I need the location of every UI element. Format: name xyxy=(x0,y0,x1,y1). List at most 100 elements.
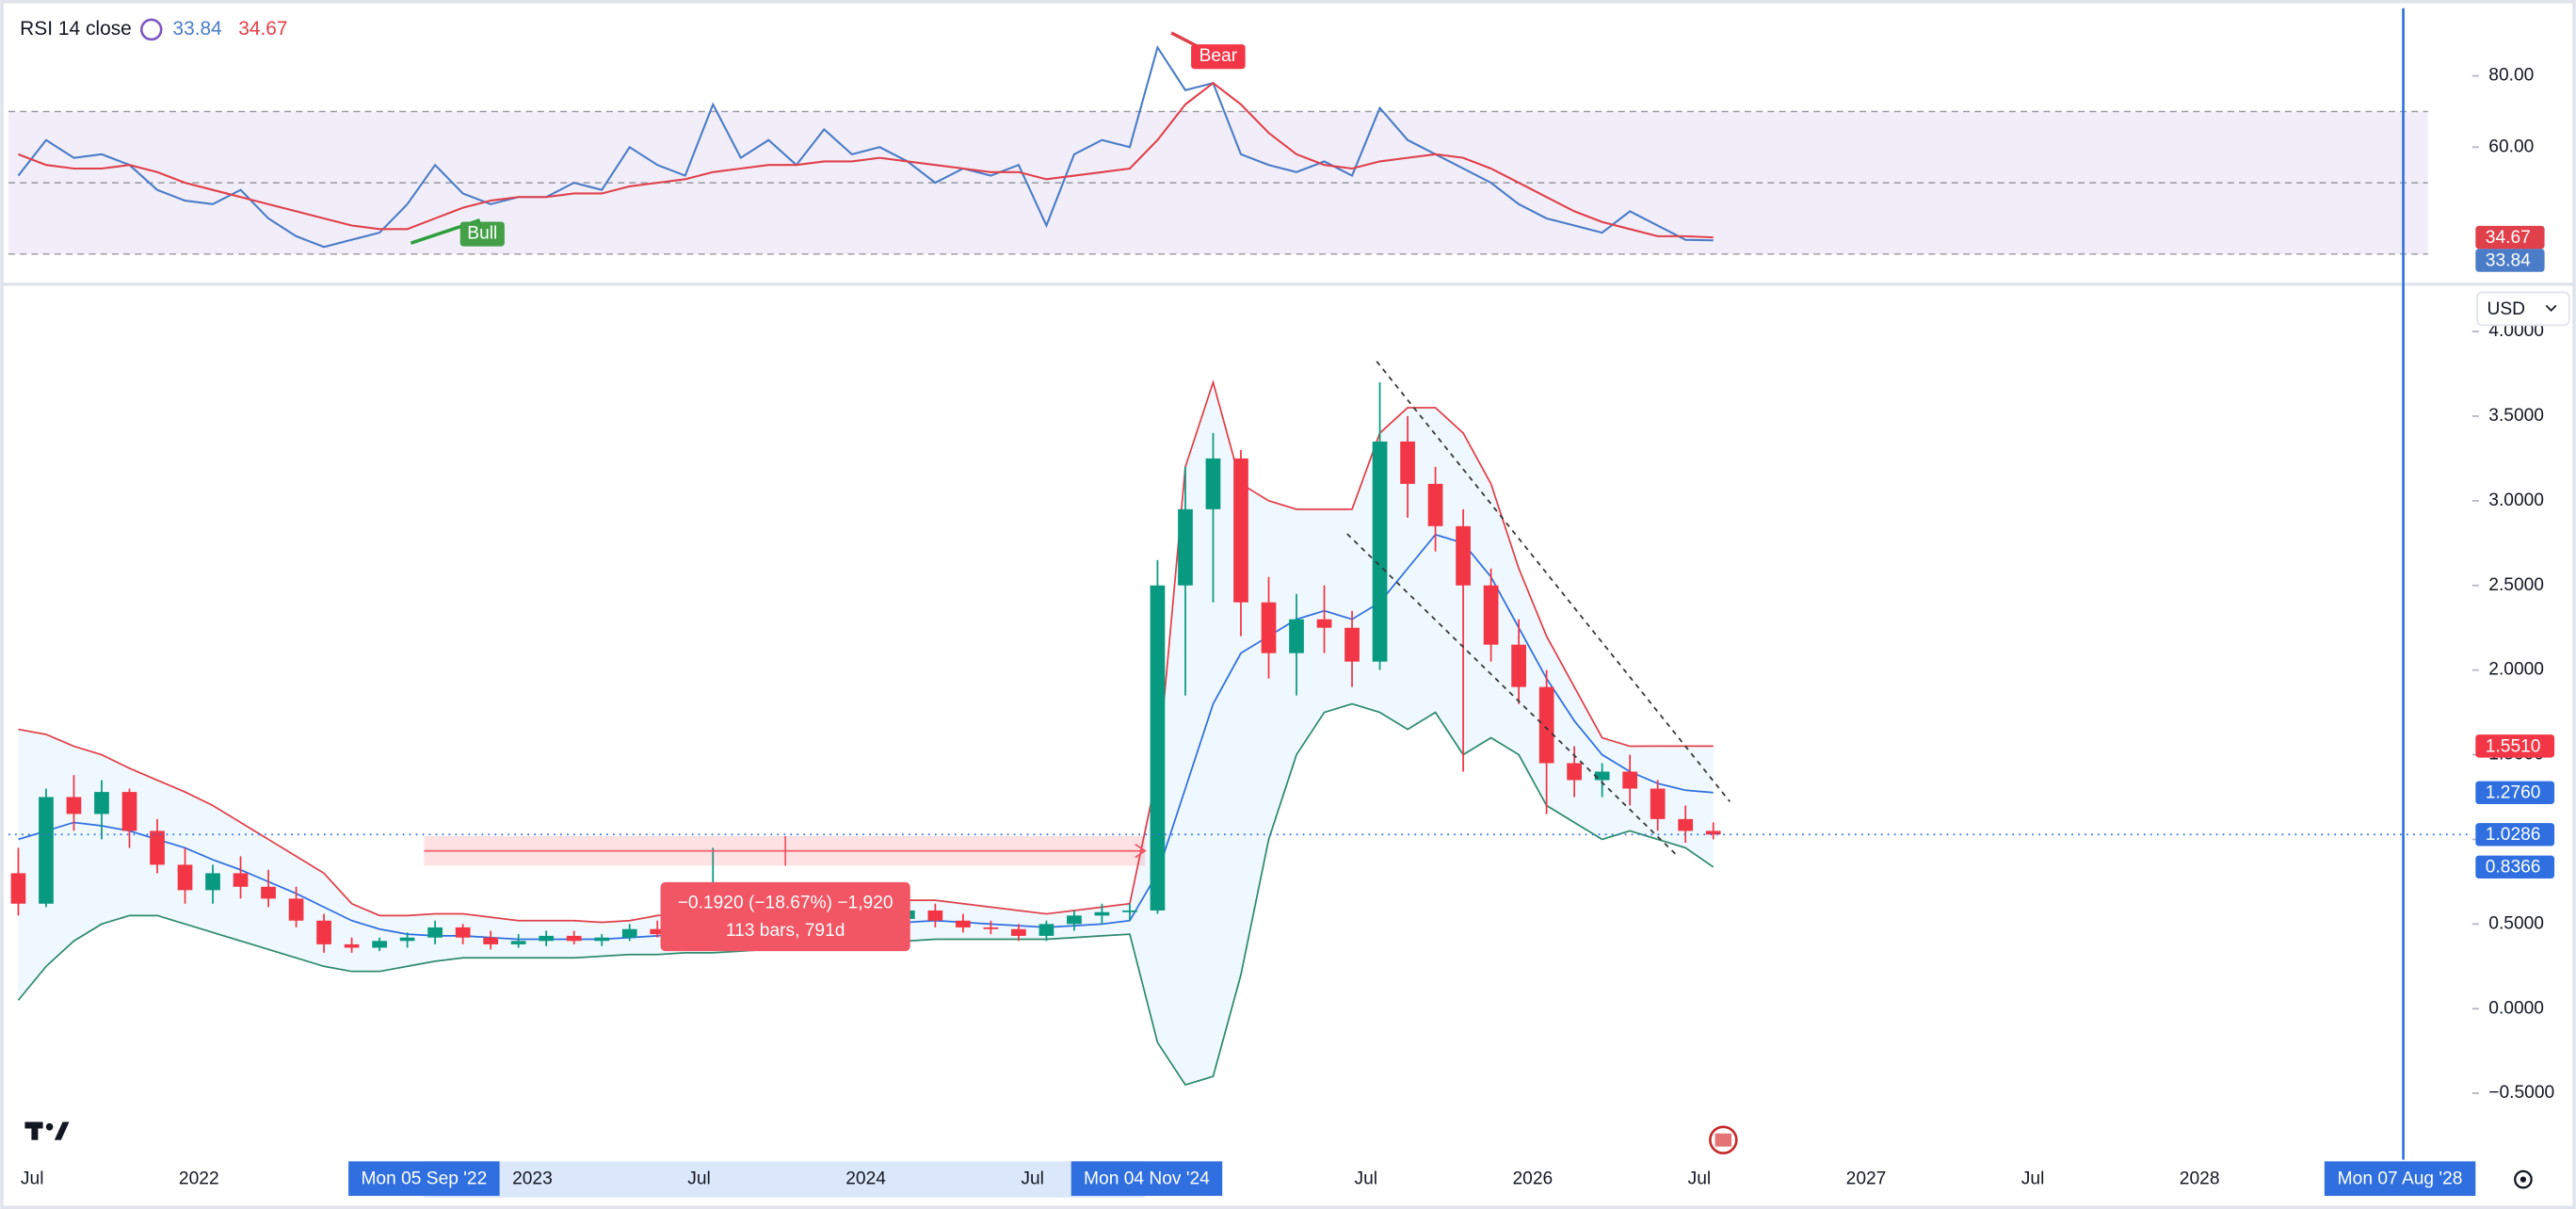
date-label: Mon 04 Nov '24 xyxy=(1084,1169,1210,1189)
y-tick-label: 0.5000 xyxy=(2488,913,2544,933)
y-tick-label: −0.5000 xyxy=(2488,1083,2554,1103)
candle-body xyxy=(121,792,137,831)
date-label: Mon 05 Sep '22 xyxy=(361,1169,487,1189)
indicator-title[interactable]: RSI 14 close xyxy=(20,18,132,40)
bull-label: Bull xyxy=(467,224,497,244)
rsi-ma-value: 34.67 xyxy=(238,18,287,40)
candle-body xyxy=(66,797,82,814)
candle-body xyxy=(205,873,220,891)
currency-label: USD xyxy=(2487,299,2526,319)
y-tick-label: 60.00 xyxy=(2488,137,2534,156)
candle-body xyxy=(1205,458,1221,509)
candle-body xyxy=(1122,910,1137,912)
date-badge xyxy=(1071,1161,1223,1197)
x-tick-label: Jul xyxy=(1688,1169,1712,1189)
candle-body xyxy=(1289,619,1304,653)
x-tick-label: 2024 xyxy=(845,1169,886,1189)
candle-body xyxy=(39,797,54,904)
x-tick-label: 2028 xyxy=(2180,1169,2220,1189)
candle-body xyxy=(1011,928,1026,936)
price-tag xyxy=(2475,734,2555,758)
candle-body xyxy=(956,920,971,927)
candle-body xyxy=(927,910,943,921)
range-arrowhead xyxy=(1135,843,1147,859)
candle-body xyxy=(1483,585,1499,645)
candle-body xyxy=(983,927,999,929)
price-tag xyxy=(2475,249,2545,272)
y-tick-label: 0.0000 xyxy=(2488,998,2544,1018)
x-range-highlight xyxy=(424,1161,1146,1198)
x-tick-label: Jul xyxy=(1021,1169,1044,1189)
flag-icon xyxy=(1715,1133,1732,1147)
bear-label: Bear xyxy=(1199,46,1238,66)
candle-body xyxy=(316,920,331,944)
price-tag-label: 1.2760 xyxy=(2486,783,2541,803)
candle-body xyxy=(455,927,471,938)
candle-body xyxy=(1067,915,1082,925)
trendline[interactable] xyxy=(1346,533,1677,855)
date-badge xyxy=(348,1161,500,1197)
candle-body xyxy=(288,898,304,921)
x-tick-label: Jul xyxy=(2021,1169,2045,1189)
currency-button[interactable] xyxy=(2476,291,2570,327)
settings-icon-center xyxy=(2520,1176,2527,1183)
price-tag-label: 34.67 xyxy=(2486,228,2531,248)
y-tick-label: 4.0000 xyxy=(2488,321,2544,341)
x-tick-label: Jul xyxy=(687,1169,711,1189)
rsi-line xyxy=(17,44,1714,249)
candle-body xyxy=(1427,483,1443,526)
date-label: Mon 07 Aug '28 xyxy=(2338,1169,2463,1189)
candle-body xyxy=(566,935,582,942)
band-fill xyxy=(18,381,1714,1086)
y-tick-label: 3.5000 xyxy=(2488,406,2544,426)
settings-icon[interactable] xyxy=(2514,1169,2533,1189)
x-tick-label: 2026 xyxy=(1513,1169,1554,1189)
y-tick-label: 80.00 xyxy=(2488,66,2534,86)
candle-body xyxy=(1094,911,1110,916)
price-tag-label: 1.0286 xyxy=(2486,825,2541,845)
refresh-icon[interactable] xyxy=(139,18,163,41)
candle-body xyxy=(1511,644,1526,687)
candle-body xyxy=(1705,830,1721,835)
price-tag-label: 33.84 xyxy=(2486,250,2531,270)
rsi-line xyxy=(18,81,1714,239)
candle-body xyxy=(372,941,387,948)
candle-body xyxy=(1594,771,1610,781)
price-tag xyxy=(2475,225,2545,250)
candle-body xyxy=(1400,441,1415,484)
candle-body xyxy=(650,928,666,935)
candle-body xyxy=(233,873,249,887)
measure-box xyxy=(660,881,910,952)
candle-body xyxy=(1316,619,1332,628)
logo-part xyxy=(54,1121,70,1140)
candle-body xyxy=(594,937,610,942)
candle-body xyxy=(94,792,109,814)
candle-body xyxy=(1261,602,1277,653)
price-tag-label: 0.8366 xyxy=(2486,858,2541,878)
candle-body xyxy=(510,941,526,944)
candle-body xyxy=(1233,458,1248,603)
candle-body xyxy=(539,935,555,942)
logo-part xyxy=(31,1121,39,1140)
y-tick-label: 3.0000 xyxy=(2488,491,2544,510)
candle-body xyxy=(621,928,637,938)
candle-body xyxy=(1456,525,1471,586)
logo-part xyxy=(45,1122,54,1131)
candle-body xyxy=(427,927,443,938)
candle-body xyxy=(177,864,193,891)
candle-body xyxy=(1150,585,1166,911)
price-tag-label: 1.5510 xyxy=(2486,736,2541,756)
measure-span: 113 bars, 791d xyxy=(726,921,845,941)
logo[interactable] xyxy=(24,1121,70,1140)
candle-body xyxy=(1567,763,1582,781)
bull-badge xyxy=(459,221,505,247)
candle-body xyxy=(1622,771,1638,789)
price-tag xyxy=(2475,855,2555,879)
x-tick-label: Jul xyxy=(1355,1169,1378,1189)
measure-change: −0.1920 (−18.67%) −1,920 xyxy=(678,894,894,913)
candle-body xyxy=(399,937,415,942)
